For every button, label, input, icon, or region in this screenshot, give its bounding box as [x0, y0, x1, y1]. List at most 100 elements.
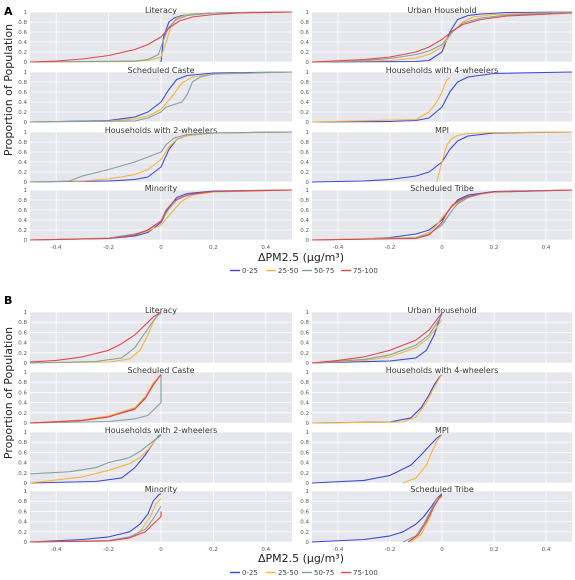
- y-tick-label: 0.2: [300, 50, 309, 56]
- y-tick-label: 0.6: [18, 150, 27, 156]
- panel-title: Minority: [145, 485, 178, 494]
- x-tick-label: 0.4: [261, 547, 270, 553]
- series-line-75-100: [311, 312, 443, 364]
- y-tick-label: 0: [306, 120, 310, 126]
- y-tick-label: 0: [24, 481, 28, 487]
- y-tick-label: 0.2: [18, 351, 27, 357]
- series-line-25-50: [311, 319, 443, 364]
- y-tick-label: 0.2: [300, 170, 309, 176]
- y-tick-label: 0: [24, 238, 28, 244]
- figure-label: A: [4, 5, 13, 18]
- series-line-25-50: [29, 71, 293, 123]
- y-tick-label: 0.4: [300, 40, 309, 46]
- series-line-75-100: [407, 494, 443, 543]
- y-tick-label: 1: [24, 310, 28, 316]
- y-tick-label: 0.2: [18, 110, 27, 116]
- y-tick-label: 0.8: [300, 380, 309, 386]
- panel-title: Scheduled Caste: [127, 66, 194, 75]
- x-tick-label: 0.2: [490, 547, 499, 553]
- series-line-25-50: [311, 374, 443, 424]
- series-line-75-100: [311, 189, 573, 241]
- y-tick-label: 0.4: [300, 401, 309, 407]
- series-line-25-50: [436, 131, 573, 183]
- panel-title: Urban Household: [407, 306, 476, 315]
- x-tick-label: 0: [440, 245, 444, 251]
- legend-label: 75-100: [353, 569, 378, 577]
- series-line-50-75: [29, 71, 293, 123]
- y-axis-label: Proportion of Population: [2, 24, 15, 156]
- y-axis-label: Proportion of Population: [2, 327, 15, 459]
- y-tick-label: 0.4: [18, 461, 27, 467]
- y-tick-label: 0.4: [300, 218, 309, 224]
- series-line-0-25: [29, 493, 162, 543]
- y-tick-label: 1: [24, 70, 28, 76]
- panel-title: Literacy: [145, 306, 177, 315]
- y-tick-label: 0.4: [300, 100, 309, 106]
- series-line-75-100: [29, 311, 162, 363]
- y-tick-label: 0.2: [18, 228, 27, 234]
- y-tick-label: 0.8: [300, 198, 309, 204]
- series-line-50-75: [311, 11, 573, 63]
- series-line-0-25: [311, 434, 443, 484]
- x-tick-label: -0.4: [51, 245, 62, 251]
- y-tick-label: 0.8: [18, 320, 27, 326]
- y-tick-label: 0: [306, 60, 310, 66]
- y-tick-label: 0: [24, 421, 28, 427]
- panel-title: Scheduled Caste: [127, 366, 194, 375]
- y-tick-label: 1: [24, 489, 28, 495]
- y-tick-label: 0.8: [300, 140, 309, 146]
- x-axis-label: ΔPM2.5 (μg/m³): [258, 552, 344, 565]
- x-tick-label: -0.2: [103, 547, 114, 553]
- y-tick-label: 1: [306, 188, 310, 194]
- y-tick-label: 0.6: [18, 509, 27, 515]
- x-tick-label: 0: [159, 245, 163, 251]
- series-line-0-25: [311, 71, 573, 123]
- series-line-50-75: [29, 11, 293, 63]
- y-tick-label: 0.2: [18, 471, 27, 477]
- y-tick-label: 0.6: [18, 30, 27, 36]
- y-tick-label: 0.6: [18, 390, 27, 396]
- y-tick-label: 0.6: [18, 330, 27, 336]
- panel-title: Scheduled Tribe: [410, 184, 474, 193]
- y-tick-label: 0.8: [300, 20, 309, 26]
- y-tick-label: 0.2: [300, 228, 309, 234]
- y-tick-label: 1: [306, 430, 310, 436]
- series-line-0-25: [311, 11, 573, 63]
- y-tick-label: 0.6: [300, 90, 309, 96]
- series-line-25-50: [311, 11, 573, 63]
- series-line-25-50: [410, 496, 443, 543]
- y-tick-label: 1: [306, 310, 310, 316]
- y-tick-label: 0: [24, 60, 28, 66]
- y-tick-label: 0.8: [18, 499, 27, 505]
- panel-title: Households with 2-wheelers: [105, 126, 218, 135]
- y-tick-label: 0.4: [300, 461, 309, 467]
- y-tick-label: 0.6: [18, 208, 27, 214]
- y-tick-label: 1: [306, 130, 310, 136]
- y-tick-label: 0: [24, 540, 28, 546]
- y-tick-label: 0.8: [18, 440, 27, 446]
- y-tick-label: 0.2: [18, 50, 27, 56]
- legend-label: 25-50: [278, 267, 298, 275]
- y-tick-label: 1: [24, 10, 28, 16]
- y-tick-label: 0.8: [300, 320, 309, 326]
- y-tick-label: 0.6: [300, 150, 309, 156]
- series-line-0-25: [311, 374, 443, 424]
- legend-label: 0-25: [242, 569, 258, 577]
- series-line-50-75: [29, 131, 293, 183]
- y-tick-label: 0: [306, 238, 310, 244]
- y-tick-label: 0.4: [300, 341, 309, 347]
- series-line-75-100: [29, 189, 293, 241]
- x-tick-label: -0.2: [385, 547, 396, 553]
- y-tick-label: 0.4: [18, 100, 27, 106]
- y-tick-label: 0.6: [300, 330, 309, 336]
- y-tick-label: 0.8: [300, 499, 309, 505]
- y-tick-label: 0.2: [300, 351, 309, 357]
- y-tick-label: 1: [24, 370, 28, 376]
- panel-title: Scheduled Tribe: [410, 485, 474, 494]
- y-tick-label: 0.8: [300, 80, 309, 86]
- y-tick-label: 0.4: [18, 401, 27, 407]
- y-tick-label: 0: [306, 540, 310, 546]
- y-tick-label: 0.6: [300, 208, 309, 214]
- panel-title: Literacy: [145, 6, 177, 15]
